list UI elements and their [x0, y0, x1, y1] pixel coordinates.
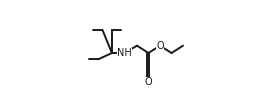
Text: O: O: [156, 41, 164, 51]
Text: O: O: [145, 77, 152, 87]
Text: NH: NH: [117, 48, 132, 58]
